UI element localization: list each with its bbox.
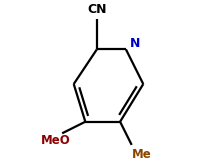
Text: MeO: MeO	[40, 134, 70, 147]
Text: N: N	[130, 37, 140, 50]
Text: Me: Me	[132, 148, 151, 161]
Text: CN: CN	[87, 3, 107, 16]
